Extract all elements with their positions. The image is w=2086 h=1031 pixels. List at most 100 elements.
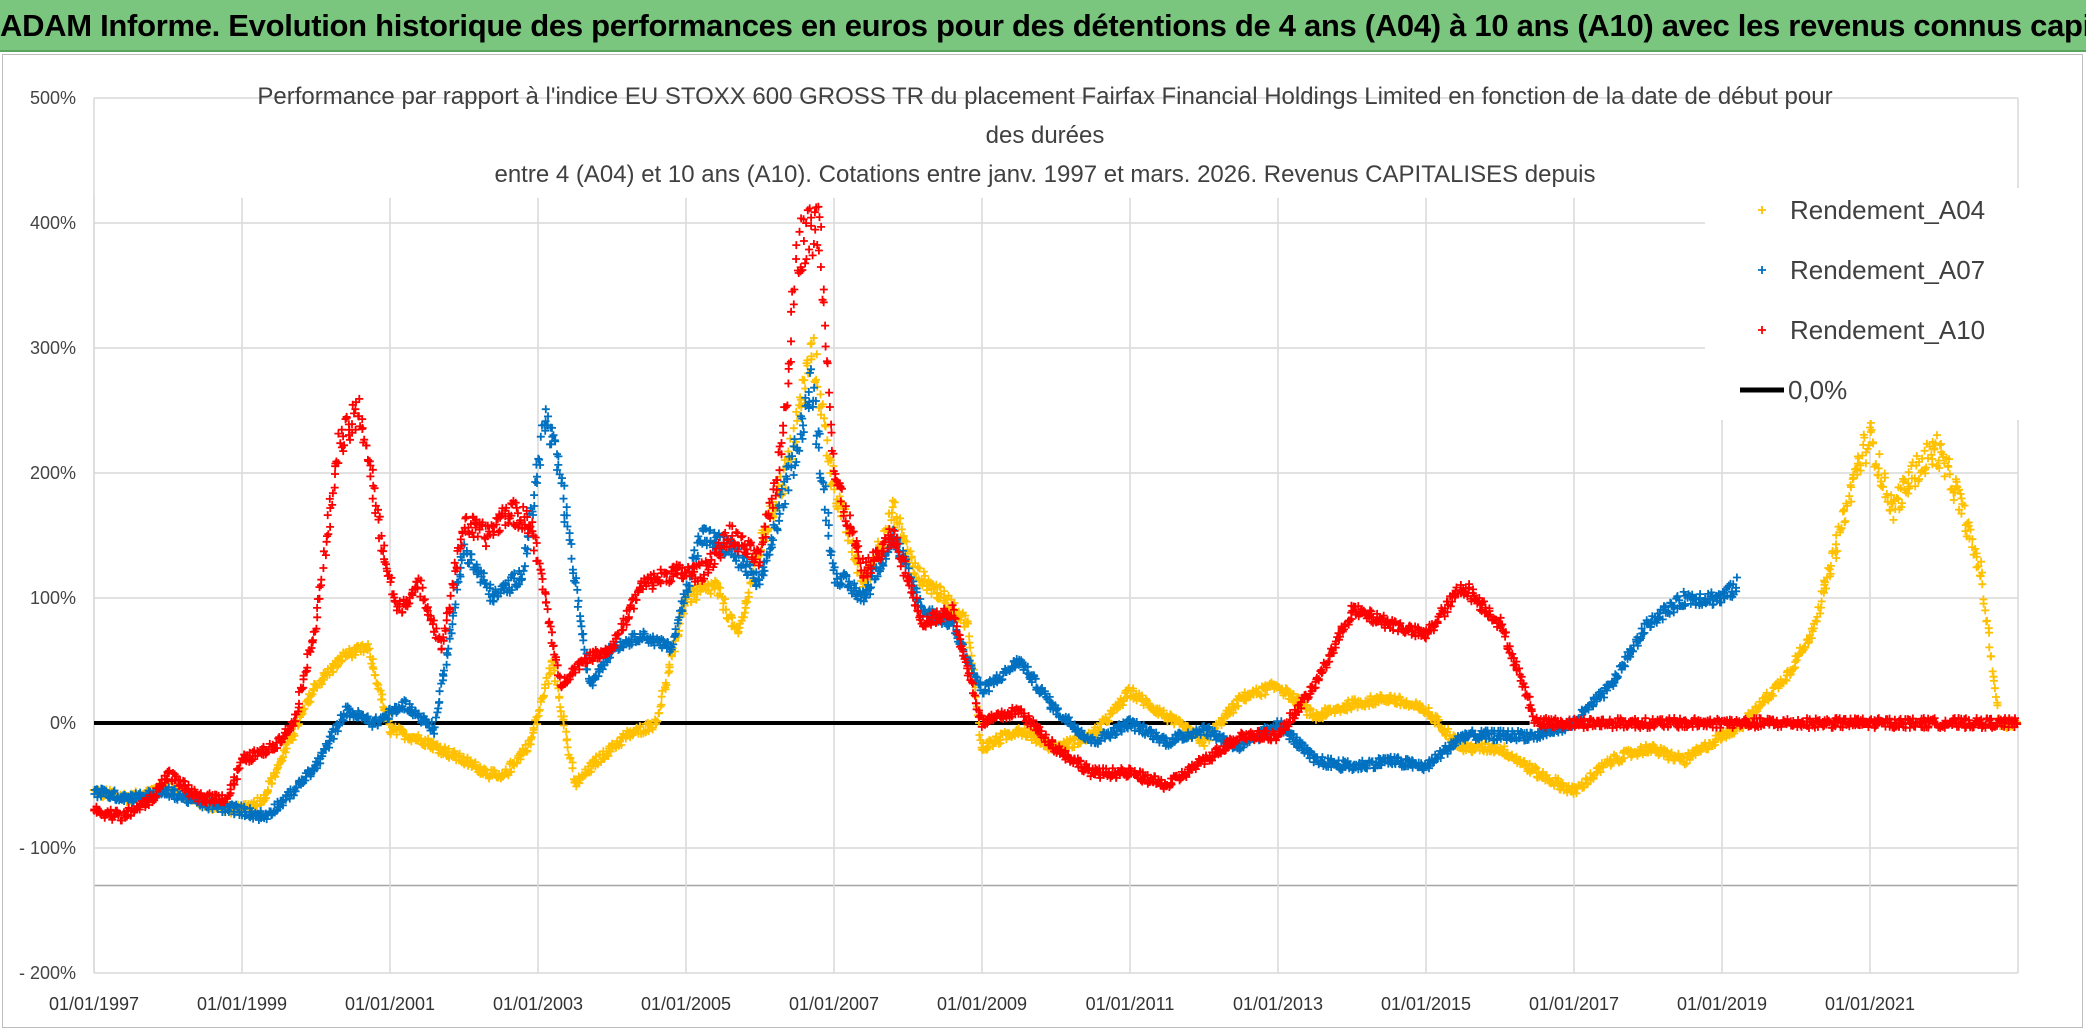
- data-point: [523, 746, 532, 755]
- y-tick-label: - 200%: [19, 963, 76, 983]
- data-point: [567, 554, 576, 563]
- data-point: [579, 636, 588, 645]
- data-point: [696, 587, 705, 596]
- data-point: [1330, 709, 1339, 718]
- data-point: [587, 767, 596, 776]
- data-point: [1223, 710, 1232, 719]
- data-point: [562, 736, 571, 745]
- data-point: [759, 571, 768, 580]
- data-point: [371, 671, 380, 680]
- data-point: [913, 563, 922, 572]
- data-point: [911, 559, 920, 568]
- data-point: [261, 794, 270, 803]
- data-point: [379, 547, 388, 556]
- data-point: [744, 588, 753, 597]
- y-tick-label: 100%: [30, 588, 76, 608]
- data-point: [563, 743, 572, 752]
- data-point: [568, 764, 577, 773]
- data-point: [233, 766, 242, 774]
- data-point: [964, 619, 973, 628]
- data-point: [1288, 690, 1297, 698]
- data-point: [1261, 690, 1270, 699]
- data-point: [800, 376, 809, 385]
- data-point: [1933, 431, 1941, 440]
- data-point: [573, 585, 582, 594]
- data-point: [1979, 599, 1988, 608]
- data-point: [535, 705, 544, 714]
- data-point: [1225, 709, 1234, 718]
- data-point: [1205, 736, 1214, 745]
- data-point: [1920, 446, 1929, 455]
- data-point: [533, 479, 541, 487]
- data-point: [706, 589, 715, 598]
- data-point: [653, 717, 662, 726]
- data-point: [480, 764, 489, 773]
- data-point: [1845, 492, 1854, 501]
- data-point: [317, 575, 326, 584]
- data-point: [565, 536, 574, 544]
- data-point: [802, 255, 811, 264]
- data-point: [657, 700, 666, 709]
- data-point: [471, 758, 480, 767]
- data-point: [721, 605, 730, 614]
- data-point: [787, 337, 795, 346]
- y-tick-label: - 100%: [19, 838, 76, 858]
- data-point: [936, 594, 944, 603]
- data-point: [825, 388, 834, 397]
- data-point: [743, 597, 752, 606]
- data-point: [337, 657, 346, 666]
- data-point: [1878, 482, 1887, 491]
- data-point: [1985, 628, 1993, 637]
- data-point: [915, 564, 924, 573]
- data-point: [1832, 554, 1841, 562]
- data-point: [818, 400, 827, 409]
- data-point: [315, 594, 324, 603]
- data-point: [941, 599, 950, 607]
- data-point: [562, 503, 571, 512]
- data-point: [617, 741, 626, 749]
- data-point: [329, 667, 338, 676]
- data-point: [282, 744, 291, 753]
- data-point: [544, 679, 553, 688]
- data-point: [550, 666, 559, 675]
- x-tick-label: 01/01/2001: [345, 994, 435, 1014]
- data-point: [779, 421, 788, 430]
- x-tick-label: 01/01/2013: [1233, 994, 1323, 1014]
- data-point: [435, 687, 444, 696]
- data-point: [687, 598, 695, 606]
- data-point: [418, 583, 427, 592]
- data-point: [444, 744, 453, 753]
- data-point: [516, 755, 525, 764]
- data-point: [540, 691, 548, 700]
- x-tick-label: 01/01/2019: [1677, 994, 1767, 1014]
- data-point: [815, 213, 824, 222]
- data-point: [333, 662, 342, 671]
- data-point: [779, 428, 788, 437]
- data-point: [784, 379, 793, 388]
- data-point: [520, 562, 529, 571]
- data-series: [89, 202, 2022, 825]
- data-point: [728, 613, 737, 622]
- data-point: [819, 285, 828, 294]
- data-point: [533, 720, 542, 729]
- data-point: [1200, 741, 1209, 750]
- data-point: [792, 241, 801, 250]
- data-point: [1866, 418, 1875, 427]
- data-point: [323, 511, 332, 520]
- x-tick-label: 01/01/2011: [1086, 994, 1175, 1014]
- data-point: [1104, 716, 1113, 725]
- data-point: [541, 405, 550, 414]
- data-point: [435, 698, 444, 706]
- data-point: [826, 456, 835, 465]
- data-point: [373, 679, 381, 688]
- data-point: [983, 744, 992, 753]
- data-point: [1986, 652, 1995, 661]
- x-tick-label: 01/01/2005: [641, 994, 731, 1014]
- data-point: [346, 435, 354, 444]
- data-point: [825, 403, 834, 411]
- data-point: [1978, 580, 1987, 589]
- data-point: [1990, 684, 1999, 693]
- data-point: [896, 514, 905, 523]
- data-point: [392, 730, 401, 739]
- data-point: [1875, 450, 1884, 459]
